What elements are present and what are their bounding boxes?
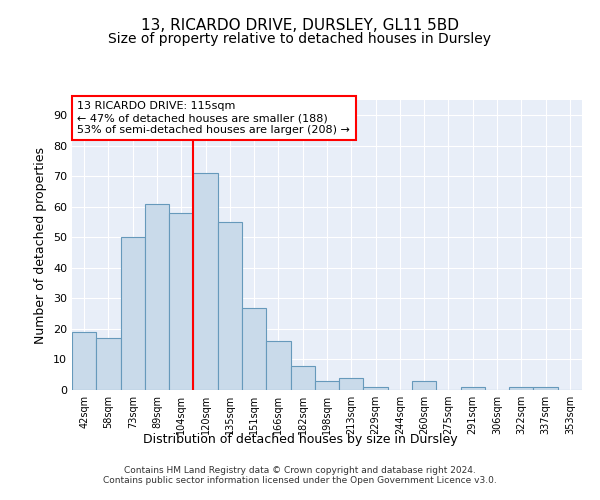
Bar <box>72 332 96 390</box>
Bar <box>533 387 558 390</box>
Bar <box>266 341 290 390</box>
Bar <box>315 381 339 390</box>
Y-axis label: Number of detached properties: Number of detached properties <box>34 146 47 344</box>
Bar <box>412 381 436 390</box>
Bar <box>364 387 388 390</box>
Bar <box>509 387 533 390</box>
Text: 13 RICARDO DRIVE: 115sqm
← 47% of detached houses are smaller (188)
53% of semi-: 13 RICARDO DRIVE: 115sqm ← 47% of detach… <box>77 102 350 134</box>
Bar <box>242 308 266 390</box>
Bar <box>290 366 315 390</box>
Text: Size of property relative to detached houses in Dursley: Size of property relative to detached ho… <box>109 32 491 46</box>
Bar <box>96 338 121 390</box>
Bar <box>461 387 485 390</box>
Text: Contains HM Land Registry data © Crown copyright and database right 2024.
Contai: Contains HM Land Registry data © Crown c… <box>103 466 497 485</box>
Bar <box>218 222 242 390</box>
Text: 13, RICARDO DRIVE, DURSLEY, GL11 5BD: 13, RICARDO DRIVE, DURSLEY, GL11 5BD <box>141 18 459 32</box>
Bar <box>193 174 218 390</box>
Bar <box>339 378 364 390</box>
Bar <box>121 238 145 390</box>
Bar <box>169 213 193 390</box>
Text: Distribution of detached houses by size in Dursley: Distribution of detached houses by size … <box>143 432 457 446</box>
Bar <box>145 204 169 390</box>
